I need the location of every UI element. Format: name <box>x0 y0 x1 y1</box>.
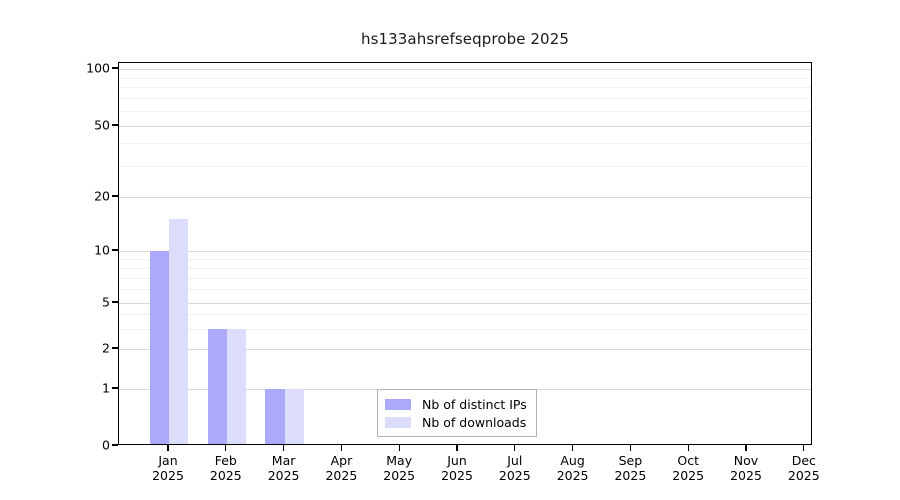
gridline-minor <box>119 165 811 167</box>
legend-label: Nb of distinct IPs <box>422 396 527 412</box>
y-tick-mark <box>112 249 118 251</box>
gridline-major <box>119 251 811 252</box>
x-tick-label: Oct 2025 <box>653 453 723 483</box>
x-tick-year: 2025 <box>614 468 647 483</box>
x-tick-label: Dec 2025 <box>769 453 839 483</box>
y-tick-mark <box>112 124 118 126</box>
legend-label: Nb of downloads <box>422 414 527 430</box>
x-tick-year: 2025 <box>209 468 242 483</box>
x-tick-mark <box>514 445 516 451</box>
x-tick-year: 2025 <box>383 468 416 483</box>
x-tick-year: 2025 <box>498 468 531 483</box>
y-tick-label: 0 <box>102 437 110 453</box>
x-tick-year: 2025 <box>730 468 762 483</box>
x-tick-month: Mar <box>271 453 296 468</box>
chart-legend: Nb of distinct IPs Nb of downloads <box>377 389 537 437</box>
x-tick-mark <box>167 445 169 451</box>
gridline-major <box>119 126 811 127</box>
x-tick-mark <box>456 445 458 451</box>
gridline-minor <box>119 111 811 112</box>
gridline-minor <box>119 277 811 279</box>
x-tick-mark <box>629 445 632 451</box>
y-tick-mark <box>112 67 118 69</box>
x-tick-year: 2025 <box>325 468 358 483</box>
gridline-major <box>119 349 811 350</box>
x-tick-label: Jul 2025 <box>480 453 550 483</box>
x-tick-month: May <box>386 453 413 468</box>
x-tick-label: Sep 2025 <box>595 453 665 483</box>
x-tick-month: Nov <box>733 453 759 468</box>
x-tick-year: 2025 <box>267 468 300 483</box>
x-tick-mark <box>687 445 689 451</box>
y-tick-label: 50 <box>94 117 110 133</box>
y-tick-label: 100 <box>86 60 110 76</box>
gridline-minor <box>119 328 811 330</box>
y-tick-label: 10 <box>94 242 110 258</box>
gridline-minor <box>119 87 811 89</box>
gridline-minor <box>119 267 811 269</box>
x-tick-mark <box>225 445 227 451</box>
bar-distinct-ips <box>207 328 227 444</box>
legend-item[interactable]: Nb of downloads <box>385 413 527 431</box>
y-tick-mark <box>112 387 118 389</box>
x-tick-year: 2025 <box>441 468 473 483</box>
x-tick-label: May 2025 <box>364 453 434 483</box>
x-tick-month: Dec <box>791 453 816 468</box>
x-tick-label: Jun 2025 <box>422 453 492 483</box>
x-tick-label: Jan 2025 <box>133 453 203 483</box>
y-tick-label: 5 <box>102 294 110 310</box>
y-tick-mark <box>112 195 118 197</box>
x-tick-month: Aug <box>560 453 585 468</box>
x-tick-year: 2025 <box>556 468 589 483</box>
bar-downloads <box>169 219 189 444</box>
bar-downloads <box>284 389 304 444</box>
y-tick-label: 2 <box>102 340 110 356</box>
x-tick-year: 2025 <box>672 468 705 483</box>
x-tick-mark <box>282 445 285 451</box>
gridline-minor <box>119 289 811 291</box>
y-tick-label: 20 <box>94 188 110 204</box>
x-tick-label: Apr 2025 <box>306 453 376 483</box>
legend-color-swatch <box>385 398 411 410</box>
bar-downloads <box>226 328 246 444</box>
x-tick-mark <box>340 445 343 451</box>
bar-distinct-ips <box>149 251 169 444</box>
x-tick-label: Feb 2025 <box>191 453 261 483</box>
x-tick-month: Jul <box>507 453 523 468</box>
legend-item[interactable]: Nb of distinct IPs <box>385 395 527 413</box>
y-axis-tick-labels: 0 1 2 5 10 20 50 100 <box>66 60 110 453</box>
gridline-minor <box>119 77 811 79</box>
x-tick-mark <box>398 445 400 451</box>
y-tick-mark <box>112 347 118 349</box>
gridline-minor <box>119 143 811 145</box>
x-tick-month: Sep <box>618 453 643 468</box>
gridline-major <box>119 69 811 70</box>
gridline-minor <box>119 258 811 260</box>
gridline-minor <box>119 314 811 316</box>
x-tick-label: Aug 2025 <box>538 453 608 483</box>
y-tick-mark <box>112 301 118 303</box>
x-tick-month: Oct <box>677 453 699 468</box>
x-tick-month: Jun <box>447 453 467 468</box>
x-tick-year: 2025 <box>787 468 820 483</box>
y-tick-mark <box>112 444 118 446</box>
gridline-major <box>119 303 811 304</box>
x-tick-month: Apr <box>330 453 353 468</box>
x-tick-label: Mar 2025 <box>249 453 319 483</box>
gridline-major <box>119 197 811 198</box>
x-tick-mark <box>571 445 574 451</box>
y-tick-label: 1 <box>102 380 110 396</box>
x-tick-year: 2025 <box>152 468 184 483</box>
plot-area <box>118 62 812 445</box>
x-tick-label: Nov 2025 <box>711 453 781 483</box>
legend-color-swatch <box>385 416 411 428</box>
x-tick-month: Jan <box>158 453 178 468</box>
gridline-minor <box>119 98 811 100</box>
bar-distinct-ips <box>265 389 285 444</box>
x-tick-month: Feb <box>214 453 237 468</box>
chart-title: hs133ahsrefseqprobe 2025 <box>360 30 569 48</box>
x-tick-mark <box>803 445 805 451</box>
x-tick-mark <box>745 445 747 451</box>
